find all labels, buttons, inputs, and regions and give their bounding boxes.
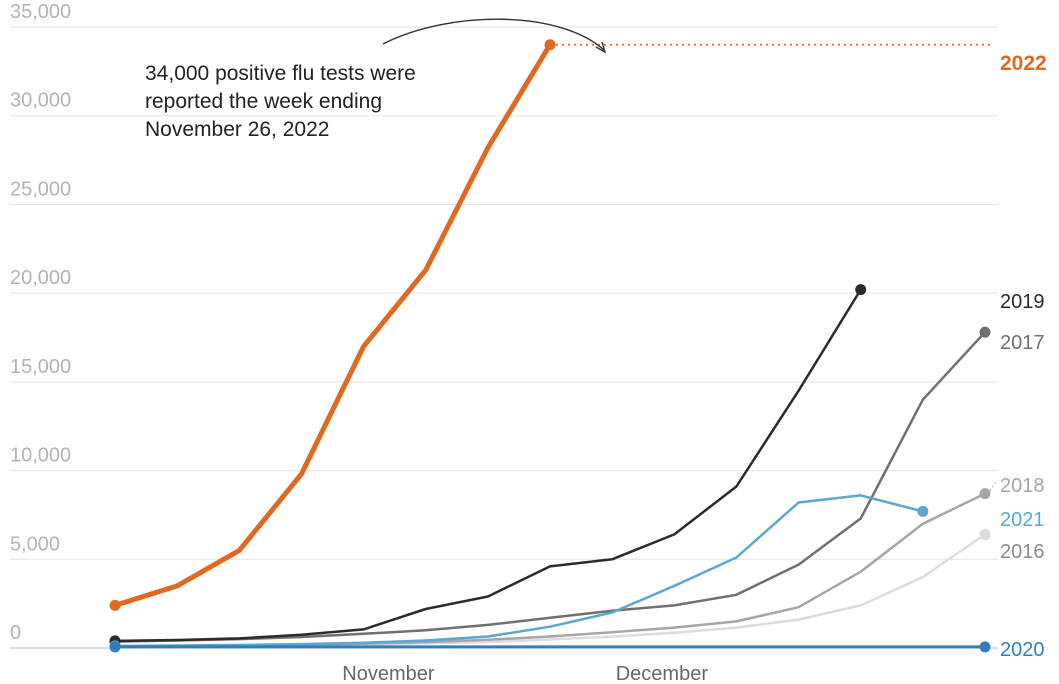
y-tick-label: 5,000 [10, 533, 60, 555]
series-label-2016: 2016 [1000, 541, 1045, 563]
series-leader-2018 [989, 480, 998, 491]
series-label-2021: 2021 [1000, 509, 1045, 531]
series-line-2021 [113, 494, 925, 648]
series-end-point-2019 [855, 284, 867, 296]
series-label-2022: 2022 [1000, 52, 1047, 75]
x-tick-label: December [616, 663, 709, 684]
y-tick-label: 0 [10, 622, 21, 644]
y-tick-label: 10,000 [10, 445, 71, 467]
series-line-2018 [113, 492, 987, 648]
annotation: 34,000 positive flu tests were reported … [145, 18, 607, 141]
series-label-2019: 2019 [1000, 291, 1045, 313]
y-axis: 0 5,000 10,000 15,000 20,000 25,000 30,000 35,0… [10, 1, 71, 644]
y-tick-label: 30,000 [10, 90, 71, 112]
y-tick-label: 25,000 [10, 178, 71, 200]
series-lines [109, 39, 998, 653]
series-line-2019 [113, 288, 862, 643]
series-line-2016 [113, 533, 987, 648]
x-axis: November December [342, 663, 708, 684]
annotation-line-3: November 26, 2022 [145, 118, 329, 141]
series-start-point-2022 [109, 599, 121, 611]
series-line-2022 [112, 42, 553, 608]
y-tick-label: 15,000 [10, 356, 71, 378]
annotation-line-2: reported the week ending [145, 90, 382, 113]
series-end-point-2021 [917, 505, 929, 517]
annotation-line-1: 34,000 positive flu tests were [145, 62, 416, 85]
series-end-point-2022 [544, 39, 556, 51]
series-start-point-2020 [109, 641, 121, 653]
series-line-2017 [113, 330, 987, 643]
series-labels: 2016 2018 2017 2019 2021 2020 2022 [1000, 52, 1047, 661]
series-end-point-2018 [979, 488, 991, 500]
gridlines [10, 26, 998, 649]
annotation-arrowhead [595, 41, 607, 54]
annotation-arrow [382, 18, 605, 51]
y-tick-label: 20,000 [10, 267, 71, 289]
series-label-2018: 2018 [1000, 475, 1045, 497]
series-end-point-2020 [979, 641, 991, 653]
y-tick-label: 35,000 [10, 1, 71, 23]
series-end-point-2017 [979, 326, 991, 338]
series-end-point-2016 [979, 528, 991, 540]
x-tick-label: November [342, 663, 435, 684]
series-label-2020: 2020 [1000, 639, 1045, 661]
series-label-2017: 2017 [1000, 332, 1045, 354]
